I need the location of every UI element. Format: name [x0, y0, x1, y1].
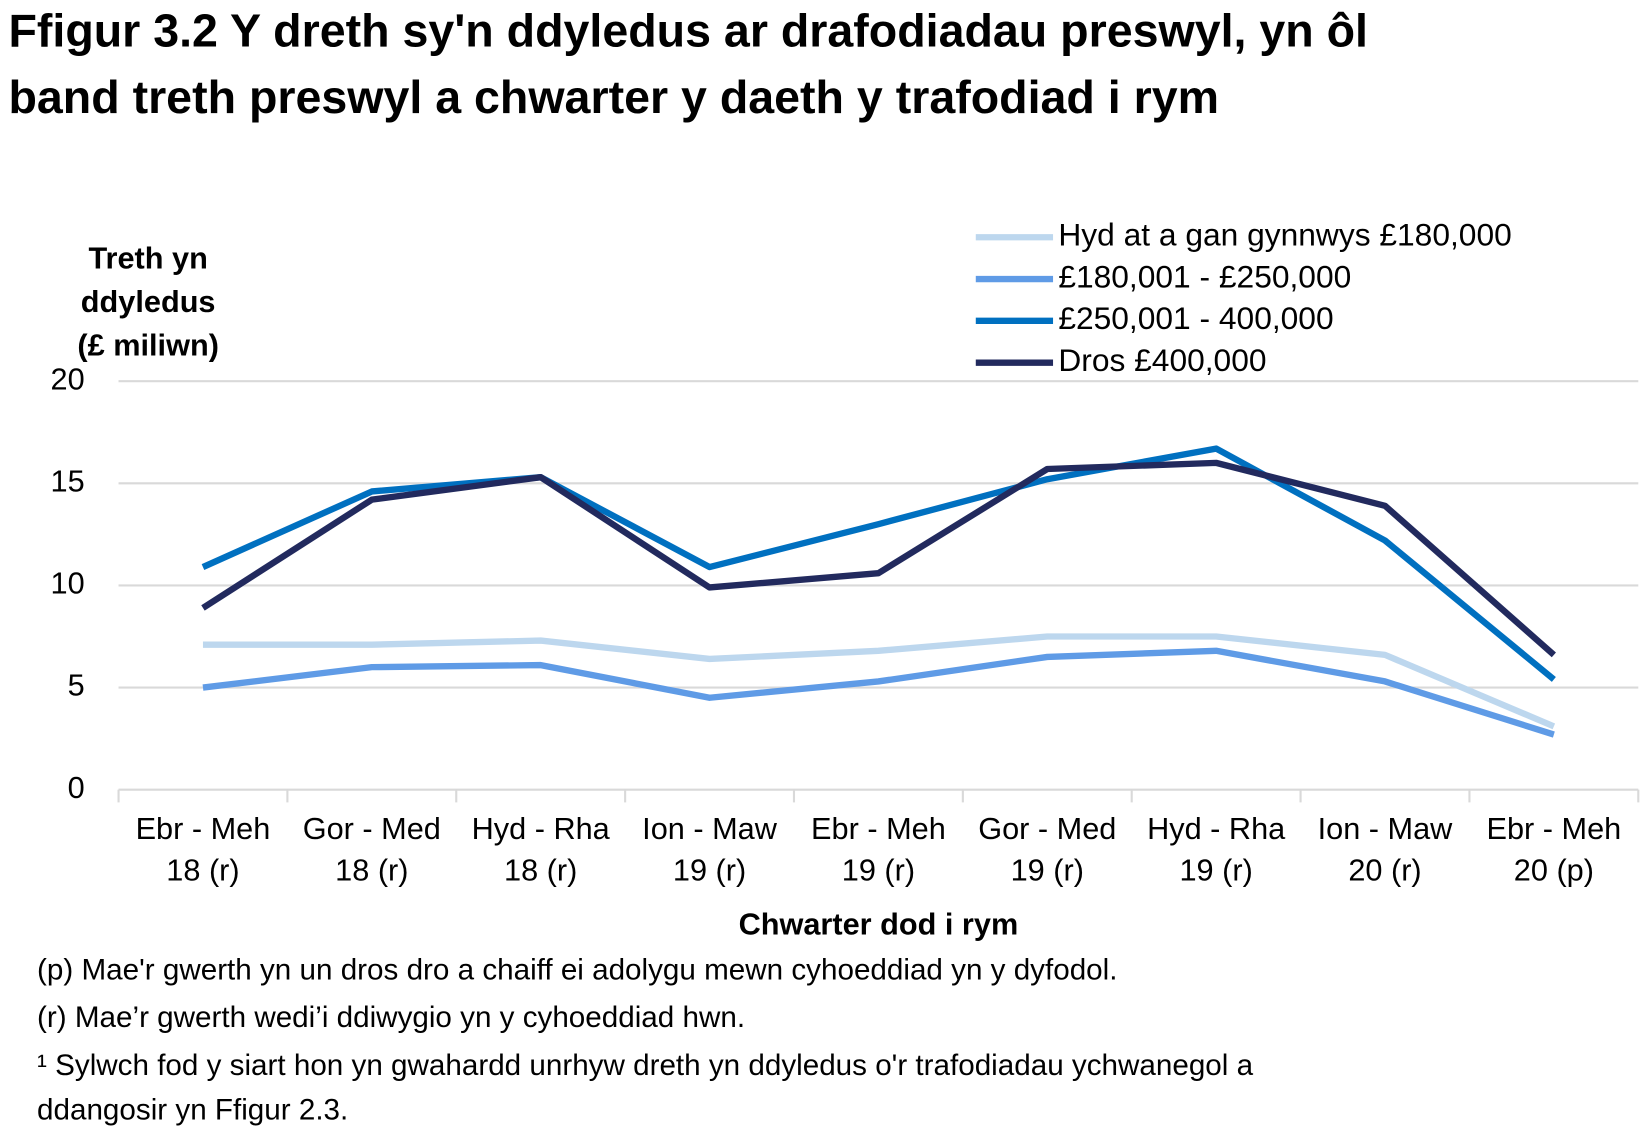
legend-label: Hyd at a gan gynnwys £180,000 — [1058, 217, 1511, 253]
x-tick-label: 19 (r) — [1179, 852, 1252, 887]
y-tick-label: 10 — [51, 566, 85, 601]
x-tick-label: Ebr - Meh — [136, 811, 271, 846]
note: (r) Mae’r gwerth wedi’i ddiwygio yn y cy… — [37, 1001, 745, 1034]
x-tick-label: 19 (r) — [842, 852, 915, 887]
y-axis-title: Treth yn — [88, 241, 207, 276]
y-tick-label: 20 — [51, 361, 85, 396]
y-axis-title: (£ miliwn) — [77, 327, 219, 362]
x-tick-label: Hyd - Rha — [1147, 811, 1286, 846]
x-tick-label: 18 (r) — [166, 852, 239, 887]
x-tick-label: 18 (r) — [335, 852, 408, 887]
y-axis-title: ddyledus — [81, 284, 216, 319]
x-tick-label: Ion - Maw — [1318, 811, 1454, 846]
x-tick-label: Ebr - Meh — [811, 811, 946, 846]
y-tick-label: 15 — [51, 463, 85, 498]
x-axis-title: Chwarter dod i rym — [739, 906, 1019, 941]
y-tick-label: 0 — [68, 770, 85, 805]
footnote: ¹ Sylwch fod y siart hon yn gwahardd unr… — [37, 1049, 1254, 1082]
x-tick-label: 18 (r) — [504, 852, 577, 887]
series-line — [201, 459, 1556, 658]
chart-title: band treth preswyl a chwarter y daeth y … — [8, 71, 1219, 123]
x-tick-label: Gor - Med — [978, 811, 1116, 846]
x-tick-label: Ion - Maw — [642, 811, 778, 846]
legend-label: £180,001 - £250,000 — [1058, 258, 1351, 294]
series-line — [202, 633, 1556, 730]
legend-label: £250,001 - 400,000 — [1058, 300, 1333, 336]
chart-title: Ffigur 3.2 Y dreth sy'n ddyledus ar draf… — [8, 4, 1368, 56]
x-tick-label: 19 (r) — [673, 852, 746, 887]
x-tick-label: 20 (r) — [1348, 852, 1421, 887]
x-tick-label: Hyd - Rha — [472, 811, 611, 846]
series-line — [201, 445, 1556, 682]
x-tick-label: 20 (p) — [1514, 852, 1594, 887]
x-tick-label: Gor - Med — [303, 811, 441, 846]
x-tick-label: Ebr - Meh — [1487, 811, 1622, 846]
legend-label: Dros £400,000 — [1058, 342, 1266, 378]
x-tick-label: 19 (r) — [1011, 852, 1084, 887]
note: (p) Mae'r gwerth yn un dros dro a chaiff… — [37, 954, 1117, 987]
footnote: ddangosir yn Ffigur 2.3. — [37, 1093, 348, 1126]
y-tick-label: 5 — [68, 668, 85, 703]
series-line — [202, 647, 1555, 738]
